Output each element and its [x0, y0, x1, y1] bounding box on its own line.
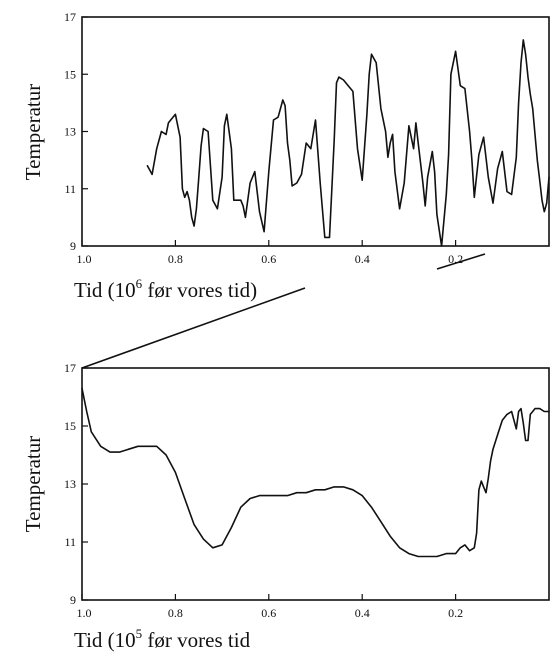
x-tick-label-bottom: 0.2 — [448, 606, 463, 620]
plot-frame-bottom — [81, 367, 550, 601]
x-axis-label-bottom: Tid (105 før vores tid — [74, 626, 251, 652]
x-tick-label-bottom: 0.4 — [355, 606, 370, 620]
y-tick-label-bottom: 9 — [70, 593, 76, 607]
zoom-connector-right — [436, 253, 486, 270]
y-axis-label-bottom: Temperatur — [21, 436, 45, 532]
y-tick-label-top: 11 — [64, 182, 76, 196]
x-tick-label-bottom: 0.6 — [261, 606, 276, 620]
y-tick-label-top: 15 — [64, 67, 76, 81]
y-tick-label-bottom: 11 — [64, 535, 76, 549]
y-tick-label-bottom: 17 — [64, 361, 76, 375]
series-line-bottom — [81, 387, 550, 558]
y-tick-label-top: 13 — [64, 125, 76, 139]
y-tick-label-top: 17 — [64, 10, 76, 24]
y-tick-label-top: 9 — [70, 239, 76, 253]
x-axis-label-top: Tid (106 før vores tid) — [74, 276, 257, 302]
y-ticks-bottom: 9 11 13 15 17 — [64, 361, 88, 607]
chart-bottom: 9 11 13 15 17 1.0 0.8 0.6 0.4 0.2 Temperatur Tid… — [21, 361, 550, 652]
y-tick-label-bottom: 15 — [64, 419, 76, 433]
x-ticks-bottom: 1.0 0.8 0.6 0.4 0.2 — [77, 594, 463, 620]
y-tick-label-bottom: 13 — [64, 477, 76, 491]
zoom-connector-left — [81, 287, 306, 369]
series-line-top — [146, 39, 550, 247]
x-tick-label-top: 0.4 — [355, 252, 370, 266]
x-ticks-top: 1.0 0.8 0.6 0.4 0.2 — [77, 240, 463, 266]
y-axis-label-top: Temperatur — [21, 84, 45, 180]
x-tick-label-bottom: 1.0 — [77, 606, 92, 620]
x-tick-label-top: 1.0 — [77, 252, 92, 266]
x-tick-label-top: 0.6 — [261, 252, 276, 266]
plot-frame-top — [81, 16, 550, 247]
x-tick-label-bottom: 0.8 — [168, 606, 183, 620]
y-ticks-top: 9 11 13 15 17 — [64, 10, 88, 253]
x-tick-label-top: 0.8 — [168, 252, 183, 266]
